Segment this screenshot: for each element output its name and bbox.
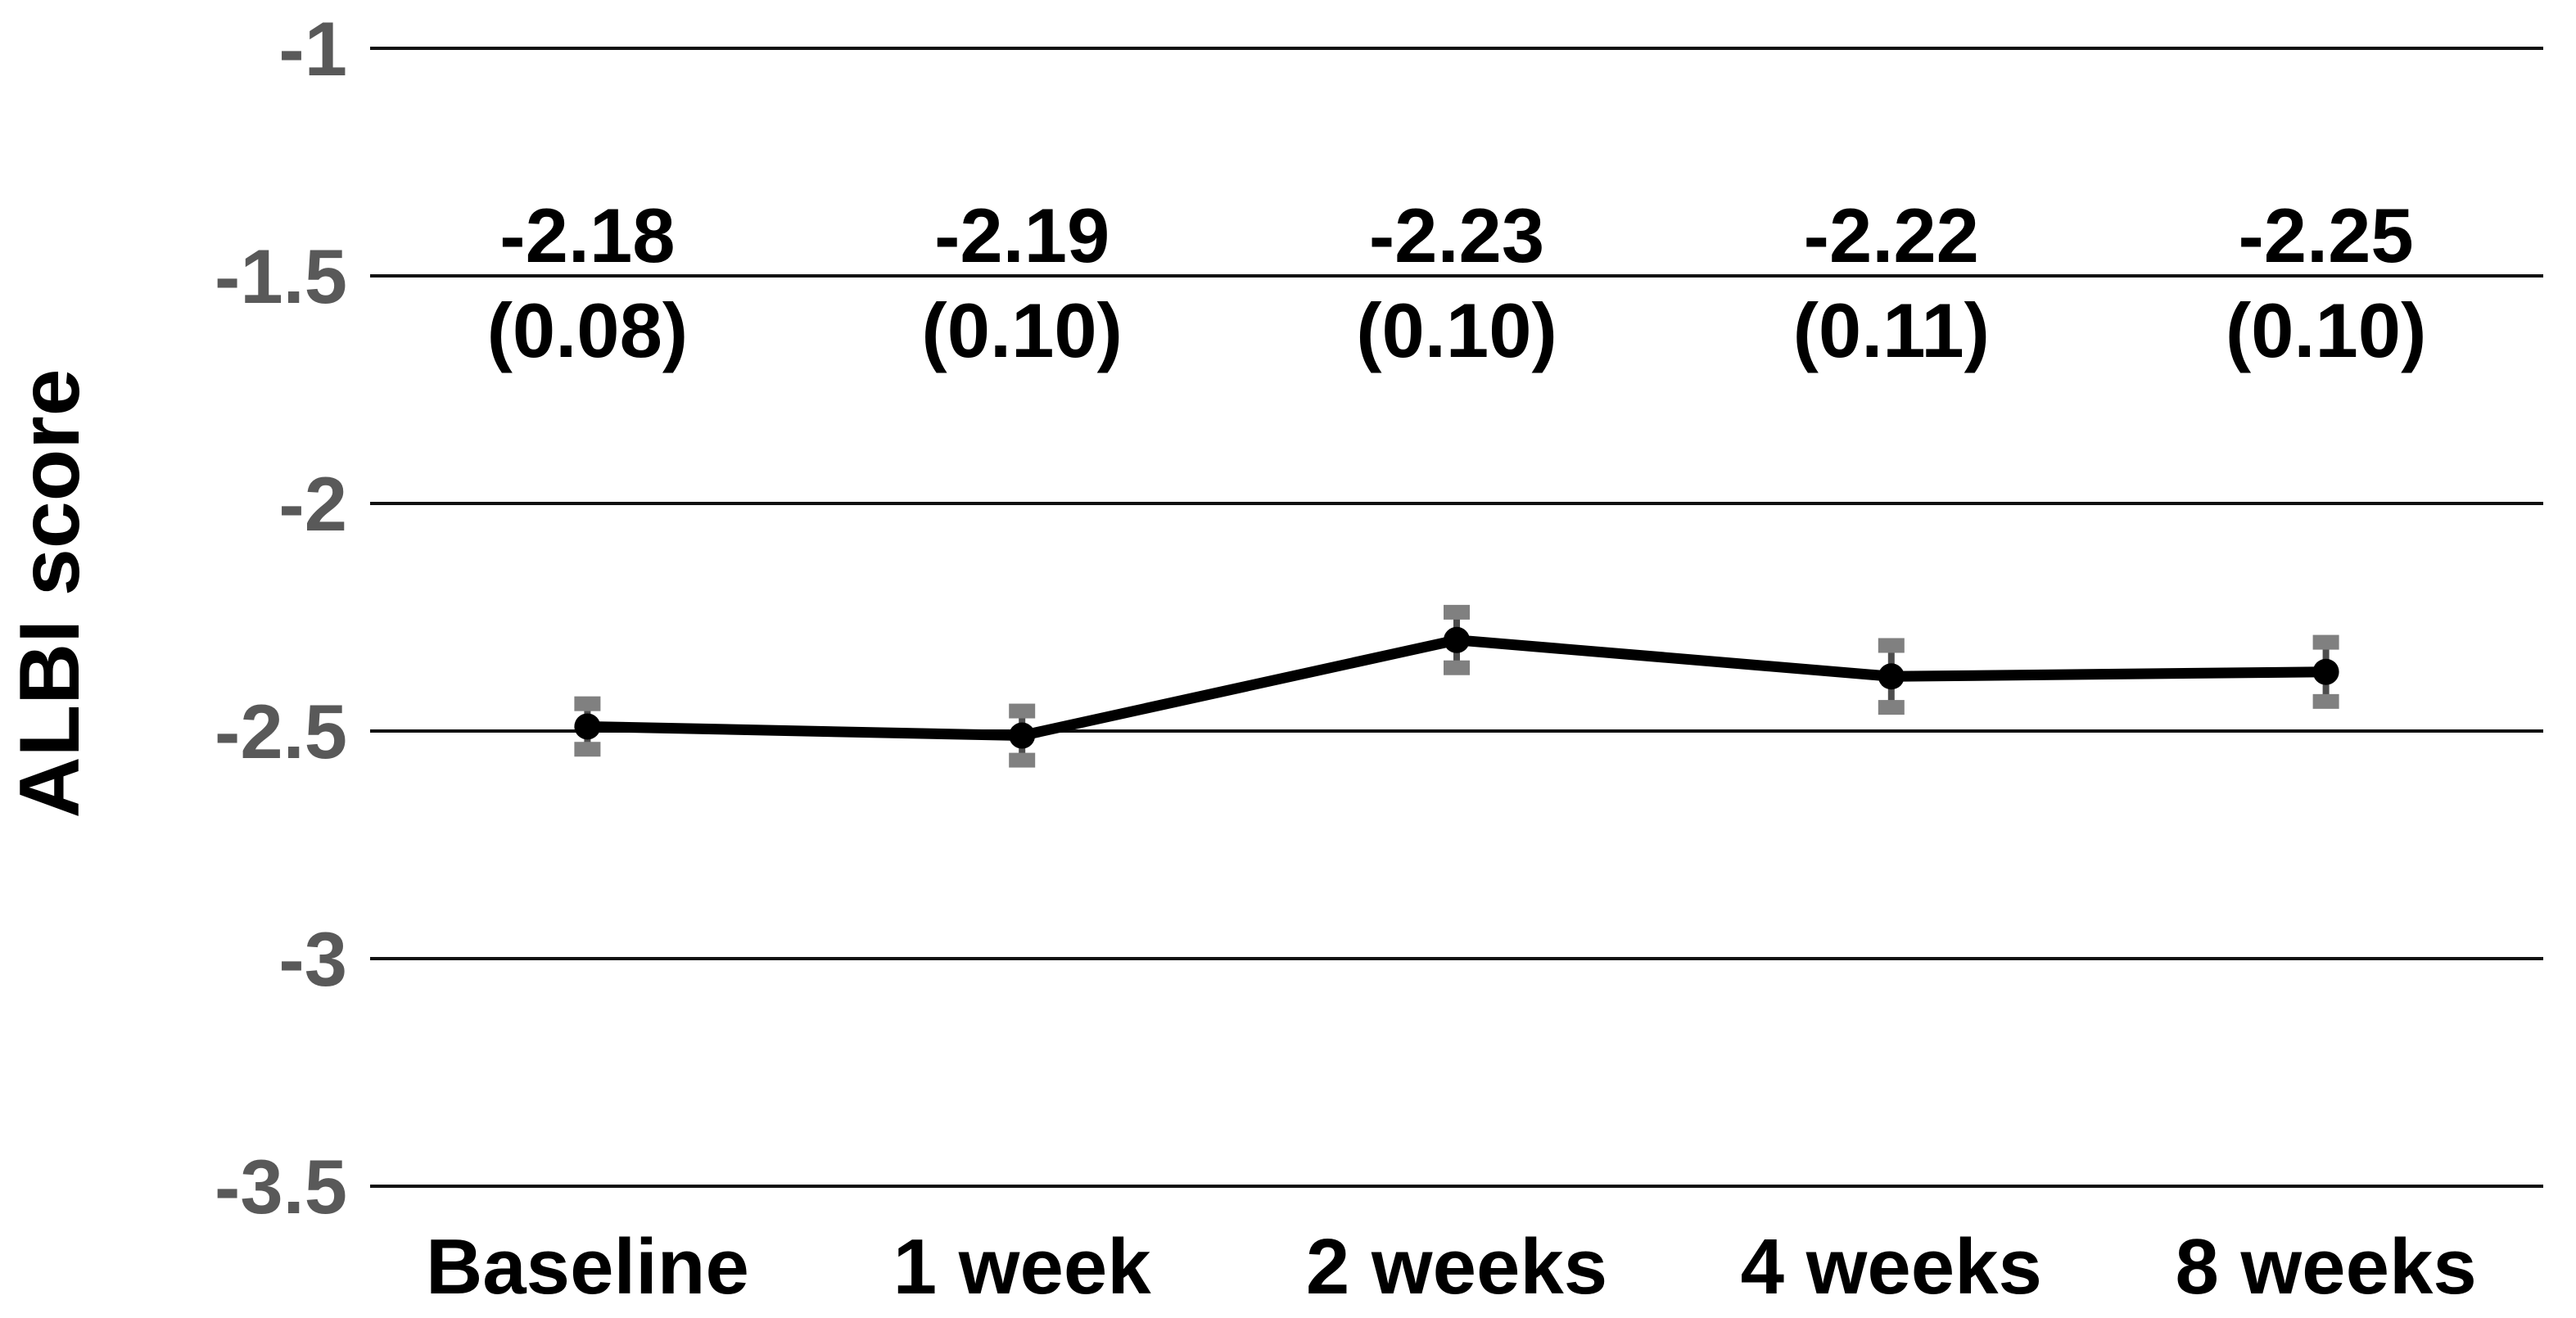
y-axis-title: ALBI score xyxy=(2,368,97,818)
data-label-mean: -2.22 xyxy=(1804,192,1979,278)
y-tick-label: -2 xyxy=(278,461,347,547)
error-bar-cap-top xyxy=(1444,604,1470,620)
error-bar-cap-top xyxy=(2312,634,2339,650)
data-label-sd: (0.10) xyxy=(921,287,1123,373)
data-label-sd: (0.11) xyxy=(1793,287,1990,373)
data-point-marker xyxy=(574,713,601,740)
data-label-mean: -2.19 xyxy=(934,192,1109,278)
x-axis-label: 4 weeks xyxy=(1741,1223,2042,1311)
data-label-mean: -2.25 xyxy=(2238,192,2413,278)
error-bars xyxy=(574,604,2339,768)
error-bar-cap-bottom xyxy=(574,742,601,757)
data-label-mean: -2.23 xyxy=(1369,192,1544,278)
error-bar-cap-top xyxy=(1009,703,1036,719)
data-label-mean: -2.18 xyxy=(499,192,675,278)
data-label-sd: (0.08) xyxy=(487,287,689,373)
data-point-marker xyxy=(1009,722,1036,749)
x-axis-label: 1 week xyxy=(893,1223,1152,1311)
data-label-sd: (0.10) xyxy=(1356,287,1557,373)
x-axis-category-labels: Baseline 1 week 2 weeks 4 weeks 8 weeks xyxy=(426,1223,2477,1311)
error-bar-cap-top xyxy=(1878,638,1905,653)
data-point-marker xyxy=(2312,658,2339,685)
error-bar-cap-bottom xyxy=(1009,752,1036,768)
x-axis-label: Baseline xyxy=(426,1223,749,1311)
error-bar-cap-bottom xyxy=(1878,700,1905,715)
error-bar-cap-top xyxy=(574,696,601,711)
x-axis-label: 2 weeks xyxy=(1306,1223,1607,1311)
data-labels: -2.18 (0.08) -2.19 (0.10) -2.23 (0.10) -2.22 (0… xyxy=(487,192,2427,373)
y-tick-label: -2.5 xyxy=(215,688,347,774)
data-label-sd: (0.10) xyxy=(2226,287,2427,373)
y-tick-label: -3 xyxy=(278,916,347,1002)
y-axis-tick-labels: -1 -1.5 -2 -2.5 -3 -3.5 xyxy=(215,6,347,1230)
data-point-marker xyxy=(1444,626,1470,653)
error-bar-cap-bottom xyxy=(1444,660,1470,675)
y-tick-label: -1.5 xyxy=(215,233,347,319)
error-bar-cap-bottom xyxy=(2312,693,2339,709)
x-axis-label: 8 weeks xyxy=(2175,1223,2476,1311)
data-point-markers xyxy=(574,626,2339,749)
data-point-marker xyxy=(1878,663,1905,690)
y-tick-label: -1 xyxy=(278,6,347,92)
y-tick-label: -3.5 xyxy=(215,1144,347,1230)
